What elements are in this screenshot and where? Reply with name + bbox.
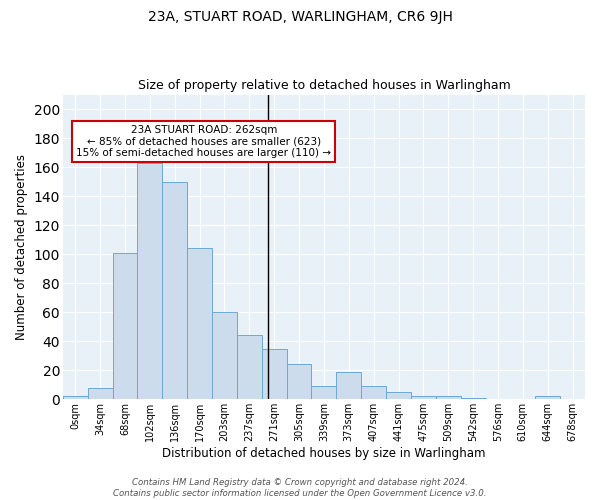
Bar — [63, 396, 88, 400]
Bar — [162, 182, 187, 400]
Bar — [88, 388, 113, 400]
Title: Size of property relative to detached houses in Warlingham: Size of property relative to detached ho… — [137, 79, 510, 92]
Bar — [113, 252, 137, 400]
Text: 23A STUART ROAD: 262sqm
← 85% of detached houses are smaller (623)
15% of semi-d: 23A STUART ROAD: 262sqm ← 85% of detache… — [76, 125, 331, 158]
Bar — [386, 392, 411, 400]
Bar — [262, 348, 287, 400]
X-axis label: Distribution of detached houses by size in Warlingham: Distribution of detached houses by size … — [162, 447, 485, 460]
Bar — [187, 248, 212, 400]
Text: 23A, STUART ROAD, WARLINGHAM, CR6 9JH: 23A, STUART ROAD, WARLINGHAM, CR6 9JH — [148, 10, 452, 24]
Bar — [311, 386, 337, 400]
Text: Contains HM Land Registry data © Crown copyright and database right 2024.
Contai: Contains HM Land Registry data © Crown c… — [113, 478, 487, 498]
Bar — [212, 312, 237, 400]
Bar — [287, 364, 311, 400]
Bar — [411, 396, 436, 400]
Bar — [361, 386, 386, 400]
Bar — [535, 396, 560, 400]
Bar — [461, 398, 485, 400]
Bar — [137, 163, 162, 400]
Y-axis label: Number of detached properties: Number of detached properties — [15, 154, 28, 340]
Bar — [237, 336, 262, 400]
Bar — [337, 372, 361, 400]
Bar — [436, 396, 461, 400]
